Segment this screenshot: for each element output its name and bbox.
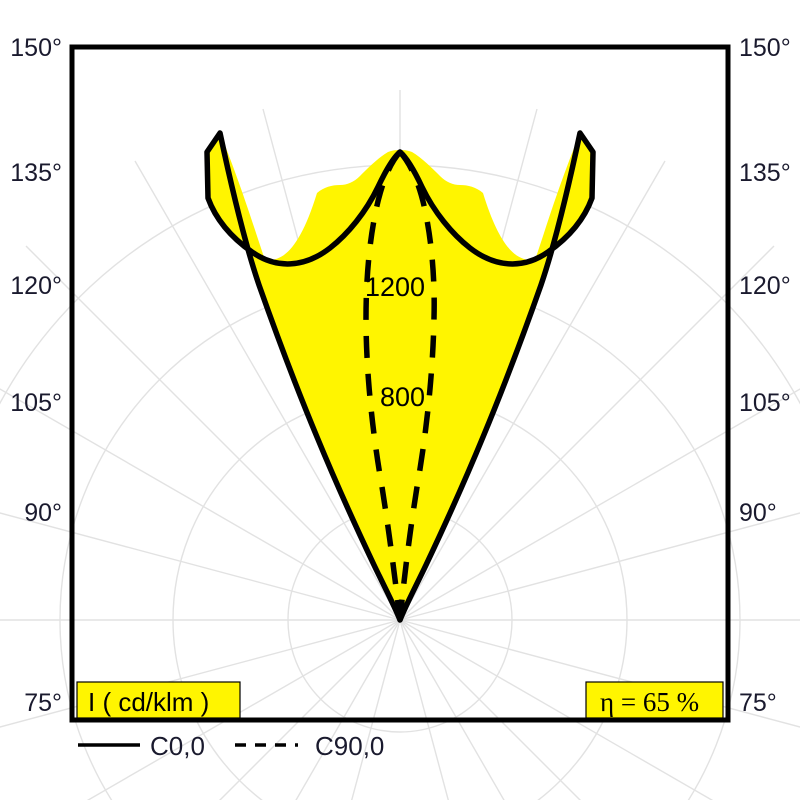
spoke-105-left: [0, 512, 401, 621]
efficiency-badge: η = 65 %: [585, 681, 724, 719]
plot-frame: [69, 44, 731, 723]
efficiency-badge-background: [585, 681, 724, 719]
spoke-210-right: [399, 619, 505, 800]
right-tick-135: 135°: [739, 159, 791, 187]
spoke-105-right: [399, 512, 800, 621]
left-tick-75: 75°: [24, 689, 62, 717]
contour-label-800: 800: [380, 382, 425, 412]
legend-label-c90: C90,0: [315, 731, 384, 761]
right-angle-axis: 150° 135° 120° 105° 90° 75°: [739, 34, 791, 717]
contour-value-labels: 1200 800: [365, 272, 425, 412]
contour-label-1200: 1200: [365, 272, 425, 302]
right-tick-105: 105°: [739, 389, 791, 417]
spoke-150-right: [399, 160, 666, 621]
spoke-195-right: [399, 619, 449, 800]
spoke-195-left: [351, 619, 401, 800]
unit-badge: I ( cd/klm ): [76, 681, 241, 719]
spoke-135-right: [399, 245, 775, 621]
c90-curve-left: [363, 150, 403, 621]
spoke-120-left: [0, 388, 401, 621]
c90-curve-right: [397, 150, 437, 621]
spoke-135-left: [25, 245, 401, 621]
unit-badge-background: [76, 681, 241, 719]
right-tick-150: 150°: [739, 34, 791, 62]
spoke-120-right: [399, 388, 800, 621]
spoke-150-left: [134, 160, 401, 621]
left-tick-90: 90°: [24, 499, 62, 527]
spoke-240-right: [399, 619, 714, 800]
legend-label-c0: C0,0: [150, 731, 205, 761]
left-tick-105: 105°: [10, 389, 62, 417]
spoke-210-left: [295, 619, 401, 800]
left-angle-axis: 150° 135° 120° 105° 90° 75°: [10, 34, 62, 717]
spoke-225-left: [219, 619, 401, 800]
left-tick-120: 120°: [10, 272, 62, 300]
c90-distribution-curve: [363, 150, 437, 621]
right-tick-75: 75°: [739, 689, 777, 717]
spoke-225-right: [399, 619, 581, 800]
left-tick-150: 150°: [10, 34, 62, 62]
left-tick-135: 135°: [10, 159, 62, 187]
right-tick-120: 120°: [739, 272, 791, 300]
spoke-240-left: [86, 619, 401, 800]
chart-legend: C0,0 C90,0: [78, 731, 384, 761]
efficiency-badge-label: η = 65 %: [600, 687, 699, 717]
right-tick-90: 90°: [739, 499, 777, 527]
unit-badge-label: I ( cd/klm ): [88, 687, 209, 717]
